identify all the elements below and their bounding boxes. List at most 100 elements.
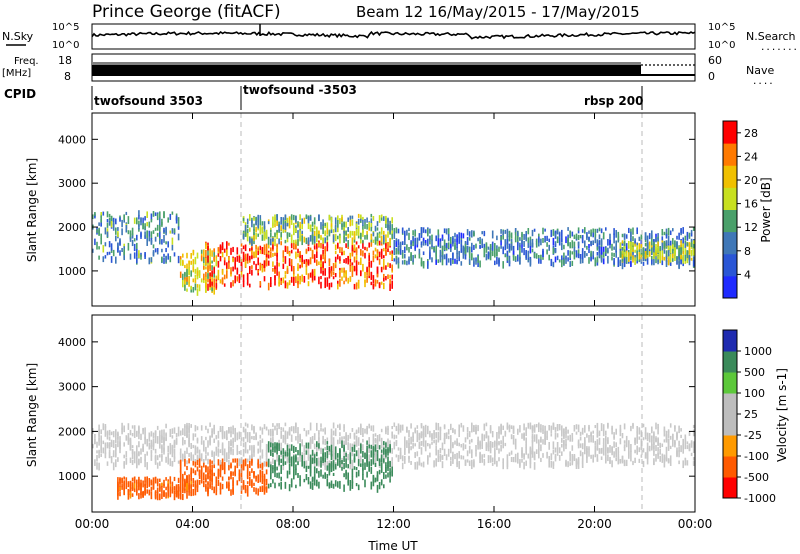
echo-cell (380, 428, 383, 433)
echo-cell (293, 469, 295, 476)
freq-label-2: [MHz] (2, 68, 31, 79)
echo-cell (395, 425, 398, 432)
echo-cell (481, 456, 483, 463)
echo-cell (119, 491, 121, 497)
echo-cell (663, 231, 666, 236)
echo-cell (420, 233, 423, 238)
velocity-colorbar-label: Velocity [m s-1] (775, 368, 789, 462)
echo-cell (276, 458, 278, 462)
echo-cell (265, 258, 268, 267)
echo-cell (357, 427, 360, 434)
echo-cell (307, 477, 310, 485)
echo-cell (186, 288, 188, 292)
echo-cell (246, 277, 249, 284)
echo-cell (646, 442, 649, 451)
echo-cell (431, 257, 433, 263)
echo-cell (129, 253, 132, 260)
echo-cell (332, 276, 335, 280)
echo-cell (167, 483, 169, 492)
echo-cell (288, 452, 291, 460)
echo-cell (642, 437, 645, 441)
echo-cell (506, 454, 509, 462)
echo-cell (305, 265, 308, 269)
echo-cell (133, 252, 136, 259)
echo-cell (628, 451, 630, 459)
echo-cell (385, 465, 387, 473)
echo-cell (217, 260, 220, 268)
echo-cell (669, 423, 672, 428)
echo-cell (588, 448, 590, 457)
echo-cell (638, 428, 641, 434)
echo-cell (506, 243, 509, 249)
echo-cell (136, 479, 138, 484)
echo-cell (334, 446, 337, 454)
echo-cell (429, 255, 431, 260)
echo-cell (491, 462, 494, 466)
echo-cell (334, 256, 337, 263)
echo-cell (198, 284, 201, 292)
echo-cell (496, 245, 498, 252)
echo-cell (458, 232, 460, 238)
nave-legend-dots: .... (752, 77, 774, 87)
echo-cell (313, 454, 316, 461)
echo-cell (692, 256, 695, 261)
echo-cell (387, 274, 389, 280)
echo-cell (374, 452, 377, 458)
echo-cell (318, 234, 320, 239)
echo-cell (464, 247, 467, 255)
echo-cell (288, 470, 291, 475)
echo-cell (688, 232, 691, 239)
echo-cell (638, 458, 641, 463)
echo-cell (190, 477, 192, 483)
echo-cell (672, 228, 674, 232)
echo-cell (119, 486, 121, 491)
echo-cell (644, 433, 647, 437)
echo-cell (270, 247, 272, 252)
echo-cell (596, 454, 599, 462)
echo-cell (387, 231, 389, 238)
echo-cell (232, 425, 234, 430)
echo-cell (663, 243, 666, 249)
echo-cell (410, 240, 412, 245)
echo-cell (301, 230, 303, 235)
echo-cell (96, 441, 98, 448)
echo-cell (301, 459, 303, 467)
echo-cell (179, 468, 182, 474)
echo-cell (136, 454, 138, 458)
echo-cell (326, 445, 329, 451)
echo-cell (209, 279, 211, 287)
echo-cell (246, 282, 249, 286)
echo-cell (456, 452, 458, 459)
echo-cell (200, 465, 203, 474)
echo-cell (370, 213, 373, 218)
echo-cell (280, 476, 282, 481)
echo-cell (288, 232, 291, 237)
echo-cell (345, 230, 347, 236)
echo-cell (108, 442, 111, 449)
echo-cell (136, 234, 138, 241)
echo-cell (550, 433, 553, 437)
echo-cell (619, 259, 622, 266)
x-tick-label: 20:00 (577, 517, 612, 531)
echo-cell (301, 218, 303, 224)
echo-cell (628, 441, 630, 450)
echo-cell (259, 426, 262, 431)
echo-cell (106, 222, 109, 228)
echo-cell (569, 452, 571, 461)
echo-cell (406, 442, 408, 448)
echo-cell (217, 479, 220, 486)
echo-cell (284, 461, 287, 465)
echo-cell (272, 268, 274, 272)
echo-cell (404, 235, 406, 241)
power-colorbar-segment (723, 165, 737, 188)
echo-cell (357, 450, 360, 456)
echo-cell (364, 222, 366, 229)
echo-cell (330, 270, 333, 277)
echo-cell (274, 467, 276, 472)
echo-cell (316, 452, 318, 457)
echo-cell (605, 435, 607, 441)
echo-cell (416, 451, 419, 457)
echo-cell (538, 422, 540, 429)
echo-cell (443, 256, 446, 260)
echo-cell (257, 218, 259, 227)
